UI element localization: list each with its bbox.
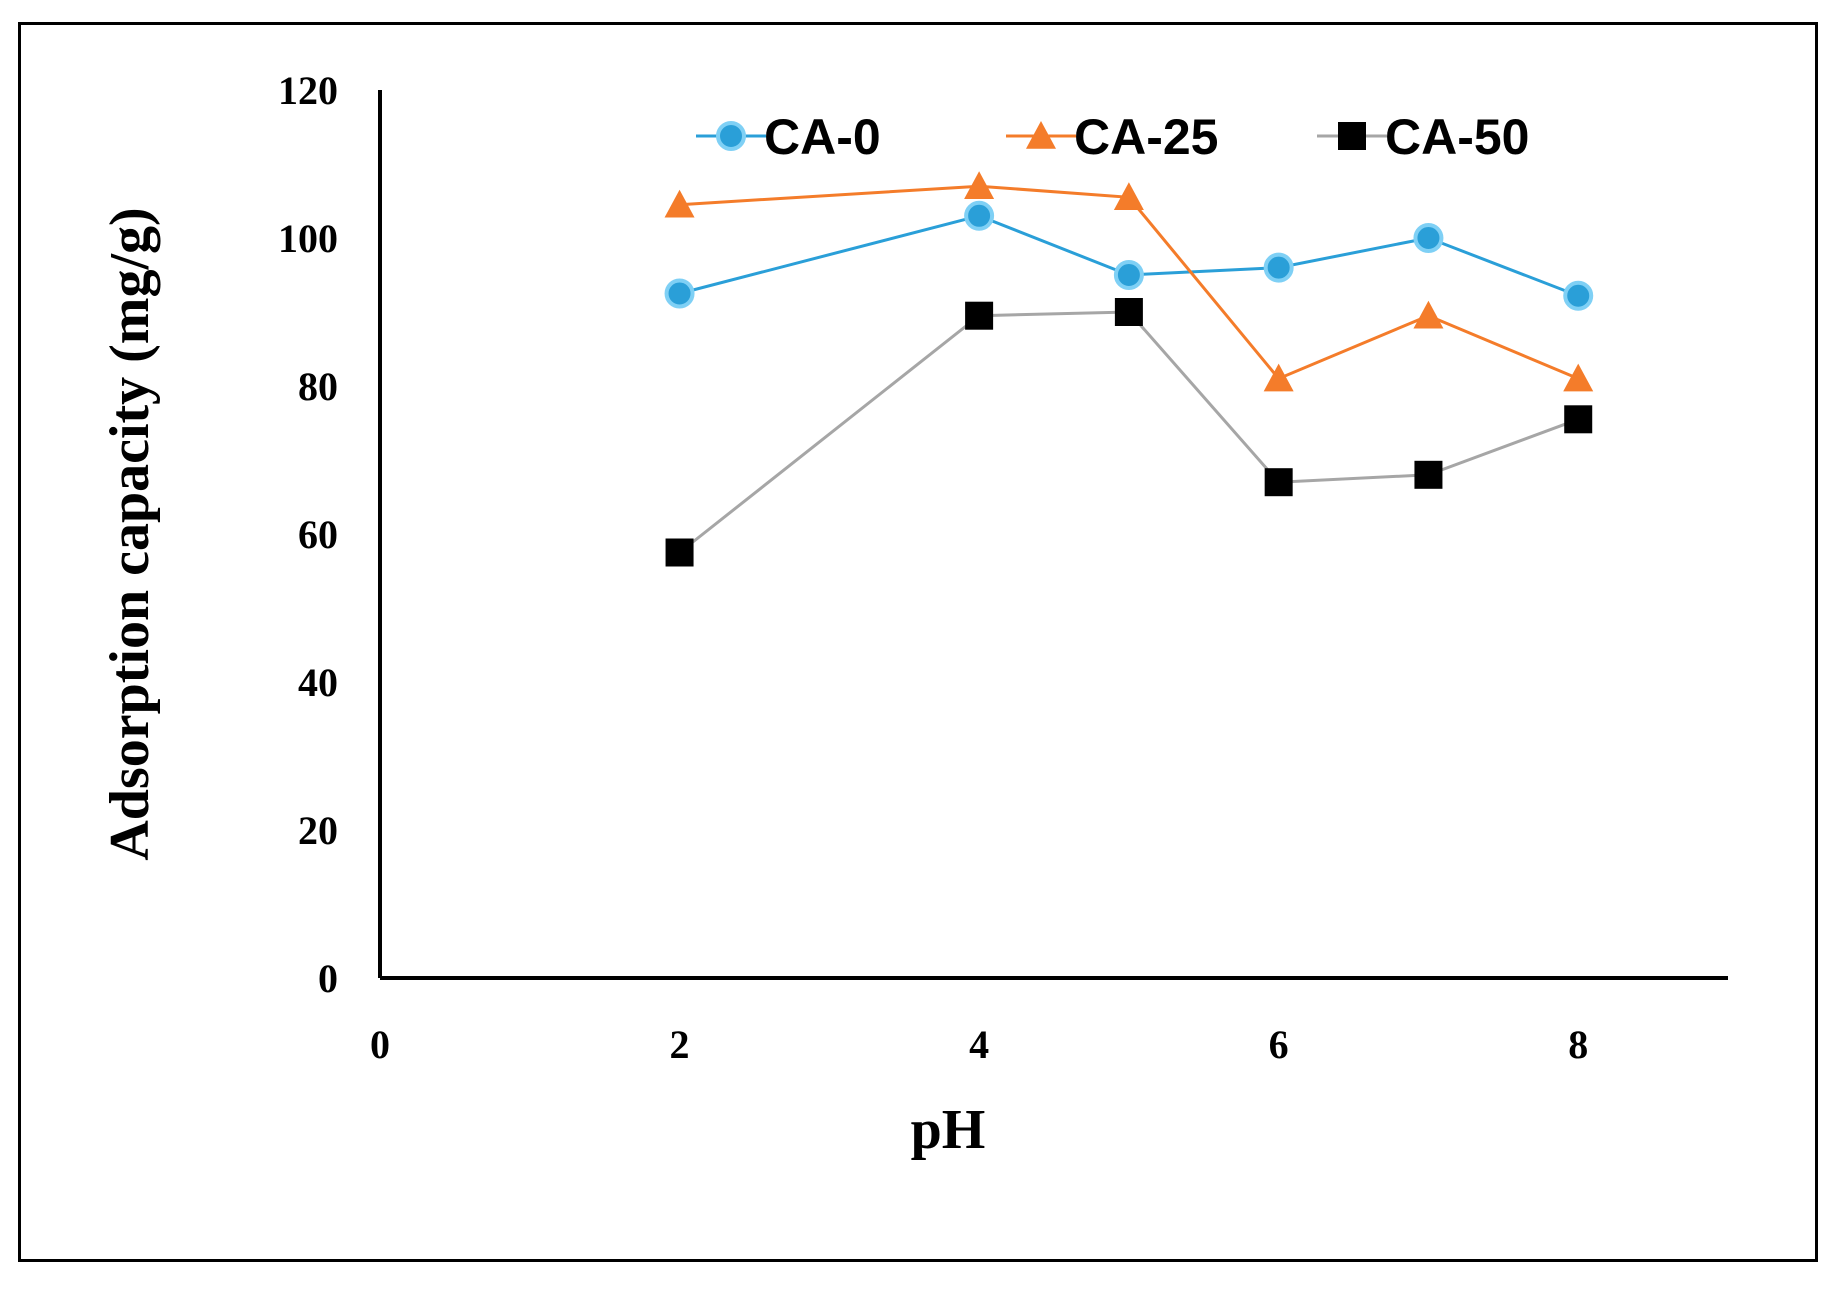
y-tick-label: 40 <box>298 660 338 705</box>
series-line-ca-50 <box>678 310 1579 554</box>
x-tick-label: 6 <box>1269 1022 1289 1067</box>
data-point-ca-50 <box>965 301 994 330</box>
series-lines <box>678 184 1579 554</box>
data-point-ca-25 <box>1563 363 1594 392</box>
data-point-ca-25 <box>664 189 695 218</box>
legend-marker-ca-25 <box>1026 121 1056 149</box>
y-tick-label: 120 <box>278 68 338 113</box>
series-line-ca-25 <box>679 184 1579 381</box>
x-tick-label: 0 <box>370 1022 390 1067</box>
x-tick-label: 8 <box>1568 1022 1588 1067</box>
data-point-ca-0 <box>1563 280 1594 311</box>
data-point-ca-50 <box>1564 405 1593 434</box>
data-point-ca-50 <box>1114 298 1143 326</box>
x-tick-label: 2 <box>670 1022 690 1067</box>
legend-marker-ca-50 <box>1338 122 1366 150</box>
data-point-ca-0 <box>1413 223 1444 253</box>
y-tick-label: 100 <box>278 216 338 261</box>
y-tick-label: 0 <box>318 956 338 1001</box>
data-point-ca-0 <box>1263 252 1294 283</box>
legend-marker-ca-0 <box>716 121 746 151</box>
y-tick-labels: 0 20 40 60 80 100 120 <box>278 68 338 1001</box>
data-point-ca-0 <box>964 200 995 231</box>
y-tick-label: 60 <box>298 512 338 557</box>
data-point-ca-50 <box>1414 460 1443 489</box>
x-tick-labels: 0 2 4 6 8 <box>370 1022 1588 1067</box>
data-point-ca-25 <box>1413 300 1444 329</box>
series-line-ca-0 <box>679 214 1579 298</box>
data-point-ca-0 <box>1113 260 1144 290</box>
legend: CA-0 CA-25 CA-50 <box>696 109 1529 165</box>
legend-label-ca-0: CA-0 <box>764 109 881 165</box>
y-axis-title: Adsorption capacity (mg/g) <box>99 207 161 860</box>
axes <box>378 90 1728 980</box>
data-point-ca-25 <box>1263 363 1294 392</box>
x-tick-label: 4 <box>969 1022 989 1067</box>
data-point-ca-0 <box>664 278 695 309</box>
data-point-ca-50 <box>1264 468 1293 497</box>
figure-frame <box>18 22 1818 1262</box>
y-tick-label: 20 <box>298 808 338 853</box>
data-point-ca-50 <box>665 538 694 567</box>
series-markers <box>664 171 1594 567</box>
legend-label-ca-25: CA-25 <box>1074 109 1218 165</box>
data-point-ca-25 <box>1113 182 1144 211</box>
legend-label-ca-50: CA-50 <box>1385 109 1529 165</box>
y-tick-label: 80 <box>298 364 338 409</box>
x-axis-title: pH <box>911 1099 986 1161</box>
data-point-ca-25 <box>964 171 995 199</box>
